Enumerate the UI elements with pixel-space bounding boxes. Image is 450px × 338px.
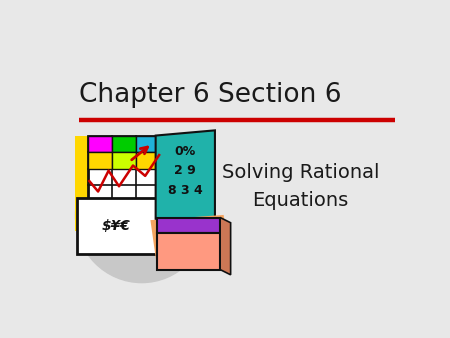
Polygon shape bbox=[158, 218, 220, 233]
Polygon shape bbox=[76, 136, 162, 231]
Polygon shape bbox=[88, 152, 112, 169]
Text: 0%: 0% bbox=[175, 145, 196, 158]
Polygon shape bbox=[220, 218, 230, 275]
Text: 8 3 4: 8 3 4 bbox=[168, 184, 202, 197]
Polygon shape bbox=[158, 233, 220, 270]
Polygon shape bbox=[112, 152, 136, 169]
Polygon shape bbox=[112, 136, 136, 152]
Ellipse shape bbox=[76, 147, 208, 283]
Polygon shape bbox=[136, 136, 161, 152]
Polygon shape bbox=[88, 136, 112, 152]
Polygon shape bbox=[156, 130, 215, 224]
Polygon shape bbox=[136, 152, 161, 169]
Text: $¥€: $¥€ bbox=[102, 219, 131, 233]
Polygon shape bbox=[150, 215, 230, 270]
Text: 2 9: 2 9 bbox=[175, 164, 196, 177]
Polygon shape bbox=[77, 198, 156, 254]
Text: Chapter 6 Section 6: Chapter 6 Section 6 bbox=[79, 82, 342, 108]
Text: Solving Rational
Equations: Solving Rational Equations bbox=[221, 163, 379, 210]
Polygon shape bbox=[88, 136, 161, 202]
